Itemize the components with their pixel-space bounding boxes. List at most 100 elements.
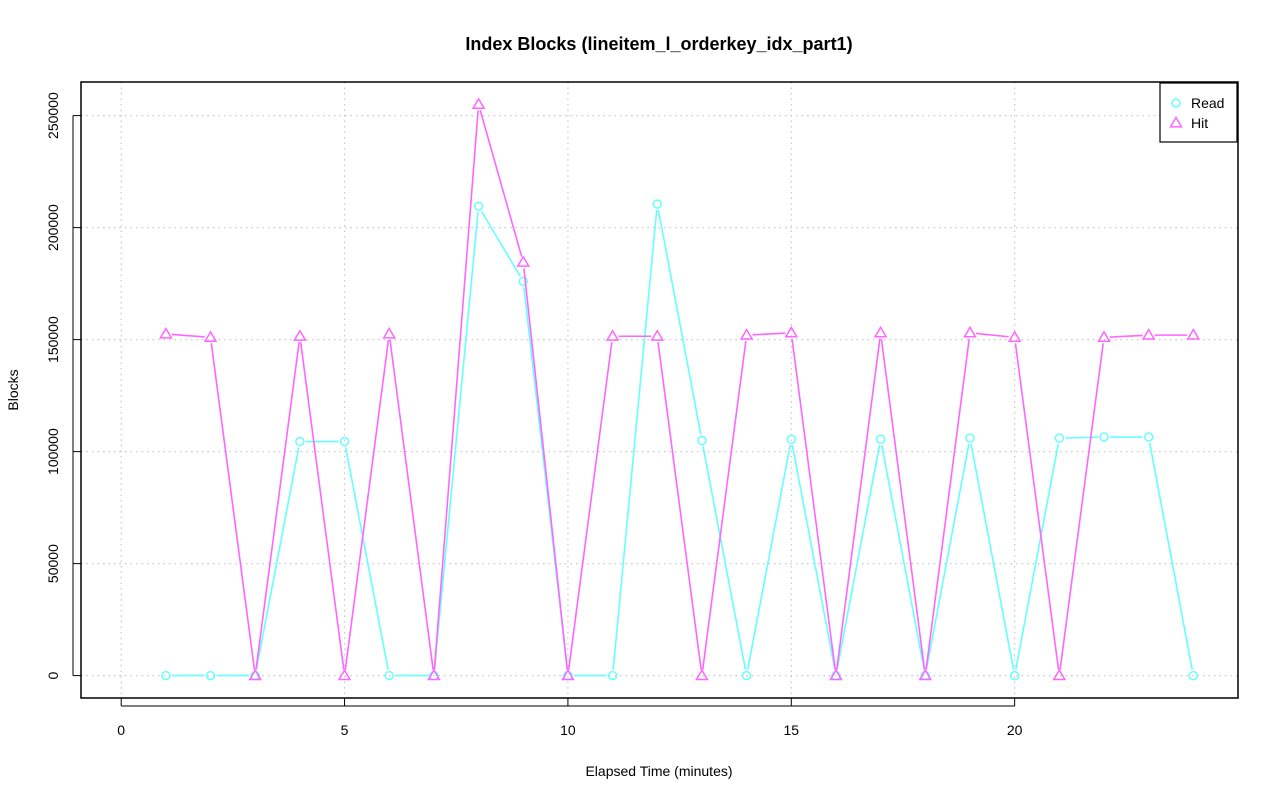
- series-hit-segment: [1014, 343, 1060, 670]
- series-read-segment: [925, 443, 970, 670]
- series-hit-segment: [210, 343, 256, 670]
- series-hit-point: [516, 255, 531, 267]
- series-read-point: [1099, 432, 1109, 442]
- series-read-segment: [480, 211, 521, 277]
- x-tick-label: 20: [1007, 722, 1023, 738]
- legend-label-read: Read: [1191, 95, 1224, 111]
- legend-marker-read: [1171, 98, 1181, 108]
- series-read-point: [1009, 670, 1020, 681]
- series-hit-segment: [657, 342, 702, 670]
- series-read-point: [786, 434, 797, 445]
- series-read-segment: [1148, 442, 1194, 670]
- series-read-segment: [344, 447, 389, 670]
- series-read-point: [1054, 433, 1065, 443]
- series-read-point: [741, 670, 752, 681]
- series-hit-point: [695, 668, 709, 681]
- series-read-segment: [880, 445, 925, 670]
- series-hit-segment: [433, 110, 479, 670]
- series-hit-point: [561, 668, 575, 681]
- y-axis-label: Blocks: [5, 369, 21, 410]
- series-read-point: [518, 276, 529, 287]
- series-hit-segment: [389, 339, 434, 670]
- series-hit-segment: [975, 332, 1009, 338]
- series-hit-point: [829, 668, 843, 681]
- series-read-point: [384, 670, 394, 681]
- y-axis: 0 50000 100000 150000 200000 250000: [45, 92, 81, 679]
- series-hit-point: [1052, 668, 1067, 681]
- series-hit-segment: [1059, 343, 1104, 670]
- series-hit-point: [1007, 330, 1022, 342]
- series-hit-segment: [523, 268, 569, 670]
- series-layer: [159, 97, 1201, 681]
- series-hit-point: [293, 329, 307, 341]
- series-hit-segment: [925, 338, 970, 670]
- series-read-segment: [836, 445, 881, 670]
- y-tick-label: 150000: [45, 316, 61, 363]
- series-read-point: [339, 436, 350, 447]
- x-tick-label: 15: [783, 722, 799, 738]
- series-hit-segment: [1109, 334, 1143, 338]
- series-hit-segment: [479, 109, 523, 257]
- series-read-point: [965, 433, 975, 443]
- series-read: [161, 199, 1199, 681]
- series-read-segment: [612, 209, 658, 670]
- series-read-segment: [433, 212, 479, 670]
- series-hit-point: [739, 328, 754, 340]
- series-read-segment: [657, 209, 702, 435]
- series-hit-point: [784, 325, 799, 338]
- series-read-segment: [1014, 443, 1059, 670]
- y-tick-label: 250000: [45, 92, 61, 139]
- series-hit-point: [203, 330, 218, 342]
- series-hit-point: [159, 327, 173, 339]
- series-hit-segment: [171, 333, 205, 338]
- series-read-segment: [702, 446, 747, 670]
- series-hit-segment: [880, 338, 926, 670]
- legend-marker-hit: [1169, 116, 1183, 128]
- series-read-segment: [255, 447, 300, 670]
- series-hit-point: [427, 668, 441, 681]
- series-read-point: [1143, 432, 1154, 442]
- series-hit: [159, 97, 1201, 681]
- series-hit-point: [873, 325, 888, 338]
- y-tick-label: 50000: [45, 544, 61, 583]
- series-read-segment: [746, 445, 791, 670]
- series-hit-segment: [752, 332, 786, 336]
- x-axis-label: Elapsed Time (minutes): [585, 763, 732, 779]
- series-hit-segment: [791, 338, 836, 670]
- series-read-point: [1188, 670, 1199, 681]
- y-tick-label: 0: [45, 671, 61, 679]
- x-tick-label: 0: [117, 722, 125, 738]
- series-hit-point: [382, 327, 397, 339]
- series-hit-point: [248, 668, 263, 681]
- x-axis: 0 5 10 15 20: [117, 698, 1023, 738]
- series-read-point: [607, 670, 618, 681]
- series-hit-segment: [344, 339, 390, 670]
- legend-box: [1159, 82, 1238, 143]
- series-hit-point: [918, 668, 933, 681]
- series-hit-segment: [255, 342, 300, 670]
- series-hit-point: [1186, 328, 1201, 340]
- y-tick-label: 200000: [45, 204, 61, 251]
- series-read-point: [473, 201, 484, 212]
- series-read-point: [652, 199, 663, 209]
- x-tick-label: 10: [560, 722, 576, 738]
- series-hit-segment: [567, 342, 613, 670]
- series-read-segment: [1065, 436, 1099, 439]
- series-hit-point: [471, 97, 486, 109]
- y-tick-label: 100000: [45, 428, 61, 475]
- x-tick-label: 5: [341, 722, 349, 738]
- series-hit-point: [963, 325, 977, 338]
- series-hit-point: [337, 668, 352, 681]
- legend: Read Hit: [1159, 82, 1238, 143]
- series-read-segment: [970, 443, 1015, 670]
- series-read-point: [205, 670, 216, 681]
- series-hit-segment: [835, 338, 881, 670]
- series-hit-segment: [701, 340, 747, 670]
- series-hit-point: [650, 329, 665, 341]
- series-read-point: [295, 436, 305, 447]
- series-read-point: [875, 434, 886, 445]
- series-read-point: [161, 670, 171, 681]
- series-hit-segment: [299, 342, 345, 670]
